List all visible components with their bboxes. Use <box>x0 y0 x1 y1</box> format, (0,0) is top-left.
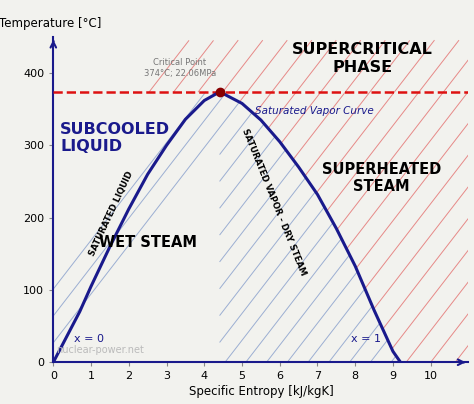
Text: SUPERHEATED
STEAM: SUPERHEATED STEAM <box>322 162 441 194</box>
Text: WET STEAM: WET STEAM <box>99 236 197 250</box>
Text: nuclear-power.net: nuclear-power.net <box>56 345 144 355</box>
Text: SUPERCRITICAL
PHASE: SUPERCRITICAL PHASE <box>292 42 433 75</box>
Text: Saturated Vapor Curve: Saturated Vapor Curve <box>255 105 374 116</box>
Text: Critical Point
374°C; 22.06MPa: Critical Point 374°C; 22.06MPa <box>144 58 216 78</box>
Text: SATURATED LIQUID: SATURATED LIQUID <box>88 170 136 258</box>
Text: SATURATED VAPOR - DRY STEAM: SATURATED VAPOR - DRY STEAM <box>240 127 308 276</box>
Text: x = 0: x = 0 <box>74 334 104 344</box>
Text: Temperature [°C]: Temperature [°C] <box>0 17 102 30</box>
X-axis label: Specific Entropy [kJ/kgK]: Specific Entropy [kJ/kgK] <box>189 385 333 398</box>
Text: x = 1: x = 1 <box>351 334 382 344</box>
Text: SUBCOOLED
LIQUID: SUBCOOLED LIQUID <box>60 122 170 154</box>
